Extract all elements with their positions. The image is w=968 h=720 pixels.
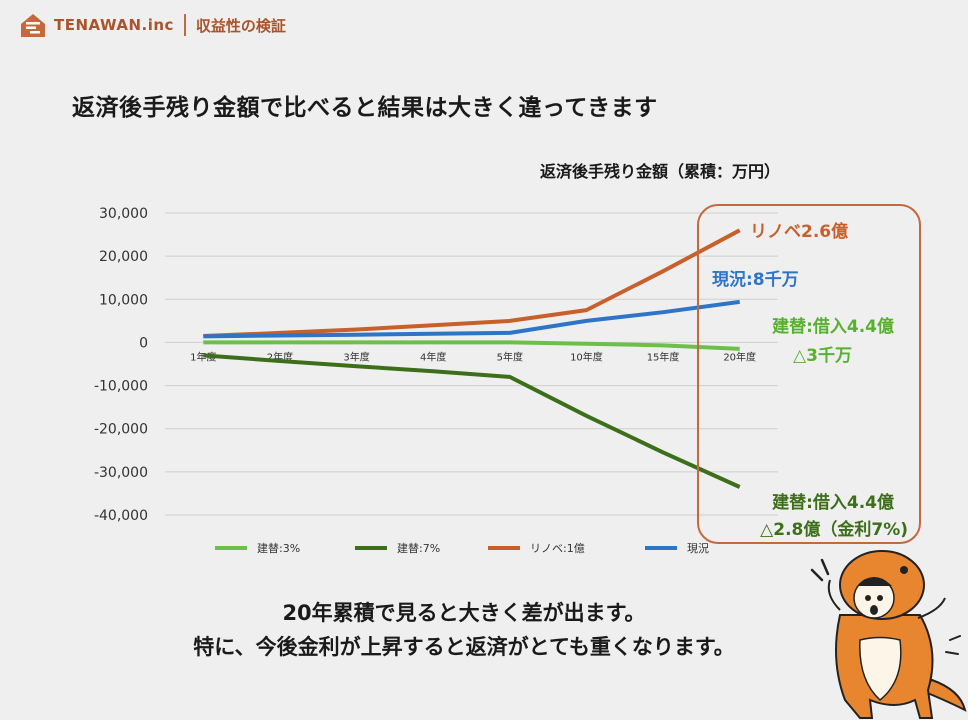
bottom-line-1: 20年累積で見ると大きく差が出ます。 (282, 601, 646, 625)
x-tick-label: 3年度 (343, 350, 369, 363)
legend-label: 現況 (687, 541, 709, 555)
line-chart: 30,000 20,000 10,000 0 -10,000 -20,000 -30,000… (94, 204, 921, 555)
series-line (203, 299, 740, 339)
section-title: 収益性の検証 (195, 16, 286, 35)
y-tick-label: 20,000 (99, 249, 148, 265)
page-title: 返済後手残り金額で比べると結果は大きく違ってきます (72, 95, 658, 121)
legend-label: リノベ:1億 (530, 542, 585, 555)
y-tick-label: 0 (139, 335, 148, 351)
house-logo-icon (21, 14, 45, 37)
annotation-label: リノベ2.6億 (750, 221, 848, 242)
x-tick-label: 4年度 (420, 350, 446, 363)
annotation-label: △3千万 (793, 346, 852, 366)
annotation-label: 建替:借入4.4億 (772, 316, 894, 337)
chart-title: 返済後手残り金額（累積：万円） (540, 162, 781, 181)
bottom-line-2: 特に、今後金利が上昇すると返済がとても重くなります。 (193, 635, 735, 659)
bottom-message: 20年累積で見ると大きく差が出ます。 特に、今後金利が上昇すると返済がとても重く… (0, 596, 968, 664)
series-line (203, 340, 740, 351)
x-tick-label: 20年度 (723, 350, 756, 363)
y-tick-label: -20,000 (94, 422, 148, 438)
brand-name: TENAWAN.inc (54, 16, 174, 34)
y-tick-label: -10,000 (94, 379, 148, 395)
header: TENAWAN.inc 収益性の検証 (20, 10, 286, 40)
legend-label: 建替:7% (397, 541, 440, 555)
y-tick-label: 30,000 (99, 206, 148, 222)
x-tick-label: 10年度 (570, 350, 603, 363)
annotation-label: 建替:借入4.4億 (772, 492, 894, 513)
y-tick-label: 10,000 (99, 292, 148, 308)
dinosaur-mascot-illustration (810, 550, 967, 719)
legend-label: 建替:3% (257, 541, 300, 555)
series-line (203, 228, 741, 338)
highlight-frame (697, 204, 921, 544)
annotation-label: △2.8億（金利7%) (760, 519, 908, 540)
header-divider (183, 14, 186, 36)
annotation-label: 現況:8千万 (712, 269, 799, 290)
series-line (203, 353, 741, 489)
x-tick-label: 5年度 (497, 350, 523, 363)
x-tick-label: 15年度 (647, 350, 680, 363)
y-tick-label: -40,000 (94, 508, 148, 524)
y-tick-label: -30,000 (94, 465, 148, 481)
